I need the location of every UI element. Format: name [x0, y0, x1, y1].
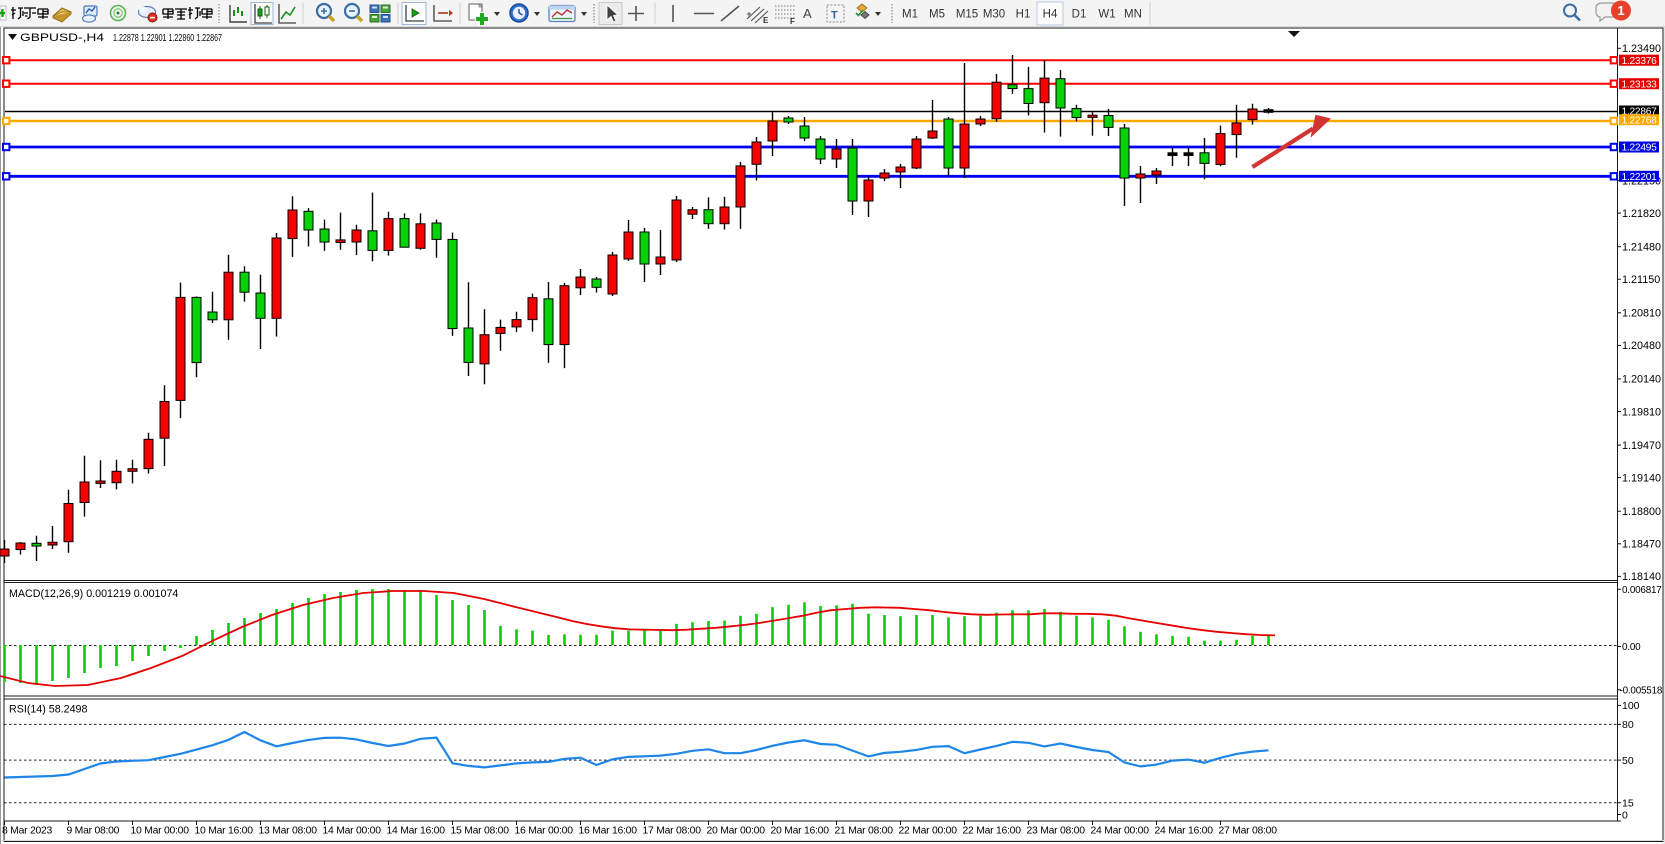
- svg-text:-0.005518: -0.005518: [1620, 685, 1663, 696]
- svg-text:1.18800: 1.18800: [1622, 506, 1661, 518]
- svg-text:17 Mar 08:00: 17 Mar 08:00: [643, 826, 702, 837]
- svg-text:E: E: [763, 16, 769, 25]
- svg-text:13 Mar 08:00: 13 Mar 08:00: [259, 826, 318, 837]
- svg-text:0.006817: 0.006817: [1622, 585, 1662, 596]
- svg-text:24 Mar 16:00: 24 Mar 16:00: [1155, 826, 1214, 837]
- svg-text:20 Mar 16:00: 20 Mar 16:00: [771, 826, 830, 837]
- svg-text:10 Mar 00:00: 10 Mar 00:00: [131, 826, 190, 837]
- svg-text:22 Mar 16:00: 22 Mar 16:00: [963, 826, 1022, 837]
- svg-text:M30: M30: [983, 9, 1005, 21]
- svg-text:21 Mar 08:00: 21 Mar 08:00: [835, 826, 894, 837]
- svg-text:1.18470: 1.18470: [1622, 539, 1661, 551]
- svg-text:1.19140: 1.19140: [1622, 472, 1661, 484]
- svg-text:8 Mar 2023: 8 Mar 2023: [2, 826, 53, 837]
- svg-text:M5: M5: [929, 9, 945, 21]
- svg-text:22 Mar 00:00: 22 Mar 00:00: [899, 826, 958, 837]
- svg-text:1.19470: 1.19470: [1622, 440, 1661, 452]
- svg-text:1.23133: 1.23133: [1622, 79, 1658, 90]
- svg-text:0.00: 0.00: [1622, 642, 1641, 653]
- svg-text:M15: M15: [956, 9, 978, 21]
- svg-text:1.22495: 1.22495: [1622, 143, 1658, 154]
- svg-text:1.19810: 1.19810: [1622, 406, 1661, 418]
- svg-text:15 Mar 08:00: 15 Mar 08:00: [451, 826, 510, 837]
- svg-text:9 Mar 08:00: 9 Mar 08:00: [67, 826, 120, 837]
- svg-text:W1: W1: [1098, 9, 1115, 21]
- svg-text:1.23376: 1.23376: [1622, 56, 1658, 67]
- svg-text:14 Mar 00:00: 14 Mar 00:00: [323, 826, 382, 837]
- svg-text:H4: H4: [1043, 9, 1058, 21]
- svg-text:50: 50: [1622, 755, 1634, 767]
- svg-text:1.21480: 1.21480: [1622, 242, 1661, 254]
- svg-text:16 Mar 16:00: 16 Mar 16:00: [579, 826, 638, 837]
- svg-text:1.22768: 1.22768: [1622, 115, 1658, 126]
- svg-text:80: 80: [1622, 719, 1634, 731]
- svg-text:1.22201: 1.22201: [1622, 172, 1658, 183]
- svg-text:1: 1: [1617, 3, 1624, 18]
- svg-text:16 Mar 00:00: 16 Mar 00:00: [515, 826, 574, 837]
- svg-text:A: A: [803, 6, 812, 21]
- svg-text:1.23490: 1.23490: [1622, 43, 1661, 55]
- svg-text:1.20810: 1.20810: [1622, 308, 1661, 320]
- svg-text:RSI(14) 58.2498: RSI(14) 58.2498: [9, 704, 87, 716]
- svg-text:1.20480: 1.20480: [1622, 340, 1661, 352]
- svg-text:10 Mar 16:00: 10 Mar 16:00: [195, 826, 254, 837]
- svg-text:100: 100: [1622, 700, 1640, 712]
- svg-text:27 Mar 08:00: 27 Mar 08:00: [1219, 826, 1278, 837]
- svg-text:23 Mar 08:00: 23 Mar 08:00: [1027, 826, 1086, 837]
- svg-text:MN: MN: [1124, 9, 1142, 21]
- svg-text:1.18140: 1.18140: [1622, 571, 1661, 583]
- svg-text:M1: M1: [902, 9, 918, 21]
- svg-text:F: F: [790, 17, 795, 26]
- svg-text:T: T: [831, 10, 838, 22]
- svg-text:14 Mar 16:00: 14 Mar 16:00: [387, 826, 446, 837]
- svg-text:1.22878 1.22901 1.22860 1.2286: 1.22878 1.22901 1.22860 1.22867: [113, 33, 222, 44]
- svg-text:D1: D1: [1072, 9, 1087, 21]
- svg-text:24 Mar 00:00: 24 Mar 00:00: [1091, 826, 1150, 837]
- svg-text:1.20140: 1.20140: [1622, 374, 1661, 386]
- svg-text:20 Mar 00:00: 20 Mar 00:00: [707, 826, 766, 837]
- svg-text:1.22867: 1.22867: [1622, 107, 1658, 118]
- svg-text:GBPUSD-,H4: GBPUSD-,H4: [20, 32, 104, 44]
- svg-text:1.21150: 1.21150: [1622, 274, 1660, 286]
- svg-text:H1: H1: [1016, 9, 1031, 21]
- svg-text:0: 0: [1622, 809, 1628, 821]
- svg-text:1.21820: 1.21820: [1622, 208, 1661, 220]
- svg-text:MACD(12,26,9) 0.001219 0.00107: MACD(12,26,9) 0.001219 0.001074: [9, 588, 178, 600]
- svg-text:15: 15: [1622, 798, 1634, 810]
